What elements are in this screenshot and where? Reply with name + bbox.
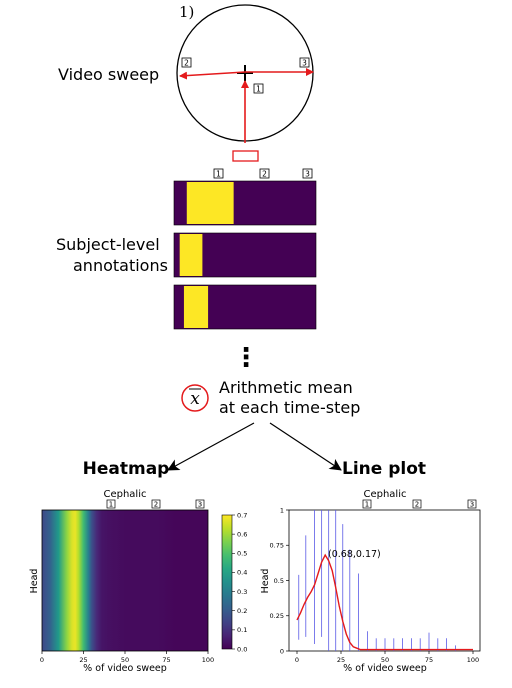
line-marker-2-box xyxy=(412,499,422,509)
heatmap-subtitle: Cephalic xyxy=(103,489,146,500)
lineplot-ytick-label-2: 0.5 xyxy=(274,577,284,585)
lineplot-area xyxy=(288,509,481,652)
heatmap-area xyxy=(41,509,209,652)
panel-label: 1) xyxy=(179,3,194,21)
ann-marker-2-box xyxy=(259,168,270,179)
heatmap-xtick-label-1: 25 xyxy=(79,656,87,664)
sweep-marker-3: 3 xyxy=(302,59,307,68)
colorbar-tick-label-6: 0.1 xyxy=(237,626,247,634)
lineplot-ytick-label-3: 0.75 xyxy=(270,542,284,550)
heat-marker-1: 1 xyxy=(109,501,113,509)
probe-rect xyxy=(232,150,259,162)
colorbar-tick-label-2: 0.5 xyxy=(237,550,247,558)
line-marker-3-box xyxy=(467,499,477,509)
vertical-ellipsis: ⋮ xyxy=(233,343,259,373)
colorbar-tick-label-4: 0.3 xyxy=(237,588,247,596)
lineplot-annotation: (0.68,0.17) xyxy=(328,549,381,560)
lineplot-x-ticks: 0 25 50 75 100 xyxy=(295,651,479,664)
sweep-marker-2-box xyxy=(181,57,192,68)
sweep-marker-3-box xyxy=(299,57,310,68)
mean-line1: Arithmetic mean xyxy=(219,378,353,397)
lineplot-ytick-label-0: 0 xyxy=(280,647,284,655)
heatmap-xtick-label-0: 0 xyxy=(40,656,44,664)
lineplot-xtick-label-3: 75 xyxy=(425,656,433,664)
ann-marker-3-box xyxy=(302,168,313,179)
mean-symbol-circle xyxy=(181,384,209,412)
sweep-marker-1-box xyxy=(253,83,264,94)
colorbar xyxy=(221,514,233,650)
heatmap-xtick-label-2: 50 xyxy=(121,656,129,664)
lineplot-xtick-label-1: 25 xyxy=(337,656,345,664)
colorbar-ticks: 0.7 0.6 0.5 0.4 0.3 0.2 0.1 0.0 xyxy=(232,511,247,653)
lineplot-ylabel: Head xyxy=(260,569,271,594)
sweep-arrow-left xyxy=(179,71,246,80)
line-marker-3: 3 xyxy=(470,501,474,509)
heatmap-xlabel: % of video sweep xyxy=(83,663,167,674)
sweep-marker-2: 2 xyxy=(184,59,189,68)
lineplot-xtick-label-0: 0 xyxy=(295,656,299,664)
colorbar-tick-label-3: 0.4 xyxy=(237,569,247,577)
annotation-highlight-3 xyxy=(183,286,209,328)
heatmap-x-ticks: 0 25 50 75 100 xyxy=(40,651,214,664)
lineplot-y-ticks: 0 0.25 0.5 0.75 1 xyxy=(270,506,289,655)
lineplot-xtick-label-2: 50 xyxy=(381,656,389,664)
line-marker-1-box xyxy=(362,499,372,509)
heat-marker-1-box xyxy=(106,499,116,509)
lineplot-subtitle: Cephalic xyxy=(363,489,406,500)
annotation-highlight-1 xyxy=(186,182,234,224)
annotation-bars xyxy=(173,180,317,330)
heat-marker-2: 2 xyxy=(154,501,158,509)
annotation-highlight-2 xyxy=(179,234,203,276)
lineplot-title: Line plot xyxy=(342,459,426,479)
heat-marker-2-box xyxy=(151,499,161,509)
heatmap-ylabel: Head xyxy=(29,569,40,594)
mean-symbol: x xyxy=(190,389,200,409)
lineplot-ytick-label-1: 0.25 xyxy=(270,612,284,620)
heatmap-xtick-label-4: 100 xyxy=(202,656,214,664)
heat-marker-3-box xyxy=(195,499,205,509)
lineplot-xtick-label-4: 100 xyxy=(467,656,479,664)
heatmap-title: Heatmap xyxy=(83,459,170,479)
colorbar-tick-label-5: 0.2 xyxy=(237,607,247,615)
annotations-label-line2: annotations xyxy=(73,256,168,275)
line-marker-2: 2 xyxy=(415,501,419,509)
colorbar-tick-label-7: 0.0 xyxy=(237,645,247,653)
lineplot-series-line xyxy=(296,553,473,651)
sweep-marker-1: 1 xyxy=(256,85,261,94)
ann-marker-3: 3 xyxy=(305,170,310,179)
video-sweep-label: Video sweep xyxy=(58,65,159,84)
lineplot-xlabel: % of video sweep xyxy=(343,663,427,674)
colorbar-tick-label-0: 0.7 xyxy=(237,511,247,519)
annotations-label-line1: Subject-level xyxy=(56,235,160,254)
line-marker-1: 1 xyxy=(365,501,369,509)
lineplot-ytick-label-4: 1 xyxy=(280,506,284,514)
heat-marker-3: 3 xyxy=(198,501,202,509)
mean-line2: at each time-step xyxy=(219,398,360,417)
ann-marker-1: 1 xyxy=(216,170,221,179)
heatmap-xtick-label-3: 75 xyxy=(162,656,170,664)
colorbar-tick-label-1: 0.6 xyxy=(237,530,247,538)
arrow-to-lineplot xyxy=(269,422,342,471)
arrow-to-heatmap xyxy=(167,422,255,471)
ann-marker-1-box xyxy=(213,168,224,179)
ann-marker-2: 2 xyxy=(262,170,267,179)
